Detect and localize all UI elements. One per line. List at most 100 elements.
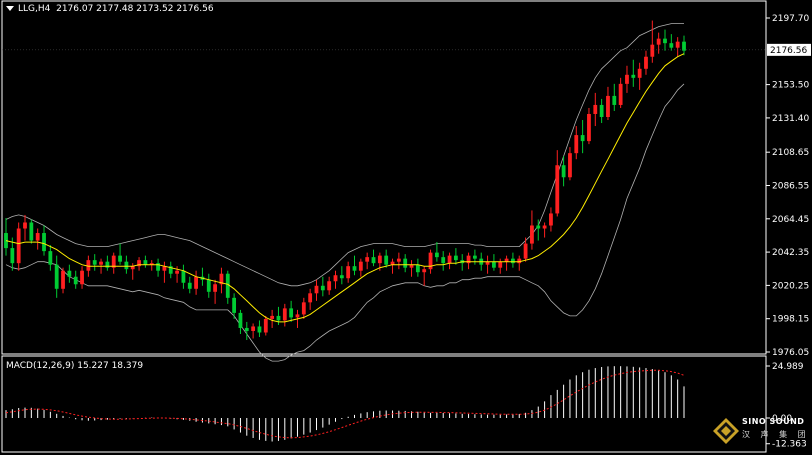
candle-body <box>289 308 294 318</box>
candle-body <box>333 275 338 282</box>
moving-average-line <box>5 53 685 323</box>
candle-body <box>263 318 268 333</box>
candle-body <box>434 252 439 258</box>
candle-body <box>276 315 281 321</box>
candle-body <box>143 260 148 265</box>
candle-body <box>187 282 192 289</box>
chart-header: LLG,H4 2176.07 2177.48 2173.52 2176.56 <box>6 4 214 14</box>
candle-body <box>580 135 585 142</box>
brand-name: SINO SOUND <box>742 417 805 426</box>
ohlc-readout: 2176.07 2177.48 2173.52 2176.56 <box>56 4 214 14</box>
macd-axis-label: -12.363 <box>772 440 807 450</box>
candle-body <box>625 74 629 84</box>
macd-axis-label: 0.00 <box>772 414 792 424</box>
candle-body <box>118 255 122 262</box>
candle-body <box>384 255 389 265</box>
candle-body <box>206 279 211 292</box>
brand-subtitle: 汉 声 集 团 <box>742 430 810 439</box>
price-axis-label: 1976.05 <box>772 348 809 358</box>
candle-body <box>663 38 667 44</box>
candle-body <box>175 270 179 274</box>
candle-body <box>561 165 566 178</box>
candle-body <box>346 266 351 279</box>
candle-body <box>314 285 319 294</box>
candle-body <box>61 270 65 289</box>
price-axis-label: 2064.45 <box>772 215 809 225</box>
candle-body <box>466 255 471 264</box>
candle-body <box>485 261 490 265</box>
candle-body <box>415 264 420 273</box>
price-panel-frame <box>1 0 767 355</box>
candle-body <box>67 270 72 277</box>
brand-logo: SINO SOUND 汉 声 集 团 <box>712 415 806 449</box>
candle-body <box>181 270 186 283</box>
candle-body <box>295 314 300 318</box>
macd-axis-label: 24.989 <box>772 362 804 372</box>
dropdown-triangle-icon[interactable] <box>6 6 14 11</box>
candle-body <box>251 326 256 331</box>
candle-body <box>124 261 129 270</box>
candle-body <box>54 264 59 289</box>
candle-body <box>472 255 477 259</box>
candle-body <box>587 113 591 142</box>
candle-body <box>656 38 661 45</box>
candle-body <box>593 104 598 114</box>
candle-body <box>48 251 53 265</box>
price-axis-label: 2131.40 <box>772 114 809 124</box>
bollinger-lower-line <box>5 83 685 362</box>
price-axis-label: 2153.50 <box>772 81 809 91</box>
candle-body <box>270 315 275 319</box>
candle-body <box>16 228 21 264</box>
price-axis-label: 2042.35 <box>772 248 809 258</box>
candle-body <box>574 135 579 154</box>
candle-body <box>631 74 636 78</box>
candle-body <box>42 233 46 252</box>
candle-body <box>86 260 91 271</box>
candle-body <box>390 261 395 265</box>
candle-body <box>396 258 401 262</box>
candle-body <box>511 258 515 264</box>
candle-body <box>339 275 344 279</box>
candle-body <box>669 43 674 48</box>
candle-body <box>555 165 560 214</box>
candle-body <box>422 269 427 273</box>
candle-body <box>244 327 249 331</box>
candle-body <box>441 257 446 264</box>
price-axis-label: 2108.65 <box>772 148 809 158</box>
candle-body <box>403 258 408 268</box>
bollinger-upper-line <box>5 23 684 287</box>
candle-body <box>447 255 452 264</box>
candle-body <box>365 257 370 262</box>
candle-body <box>637 68 642 78</box>
candle-body <box>352 266 357 271</box>
candle-body <box>428 252 433 270</box>
candle-body <box>523 243 528 259</box>
candle-body <box>257 326 262 333</box>
candle-body <box>320 285 325 291</box>
candle-body <box>682 41 686 51</box>
candle-body <box>542 225 547 229</box>
candle-body <box>213 284 218 292</box>
price-axis-label: 2086.55 <box>772 181 809 191</box>
candle-body <box>618 83 623 105</box>
candle-body <box>530 225 534 244</box>
candle-body <box>549 213 553 226</box>
candle-body <box>137 260 141 267</box>
candle-body <box>606 95 610 118</box>
candle-body <box>10 248 15 264</box>
candle-body <box>168 266 173 274</box>
macd-panel-frame <box>1 355 767 453</box>
candle-body <box>149 263 154 265</box>
candle-body <box>23 222 27 229</box>
price-axis-label: 1998.15 <box>772 315 809 325</box>
candle-body <box>99 261 103 265</box>
candle-body <box>232 297 237 313</box>
candle-body <box>612 95 617 105</box>
candle-body <box>194 276 198 289</box>
candle-body <box>92 260 97 265</box>
diamond-logo-icon <box>713 418 739 444</box>
symbol-label: LLG,H4 <box>18 4 51 14</box>
candle-body <box>327 281 332 291</box>
